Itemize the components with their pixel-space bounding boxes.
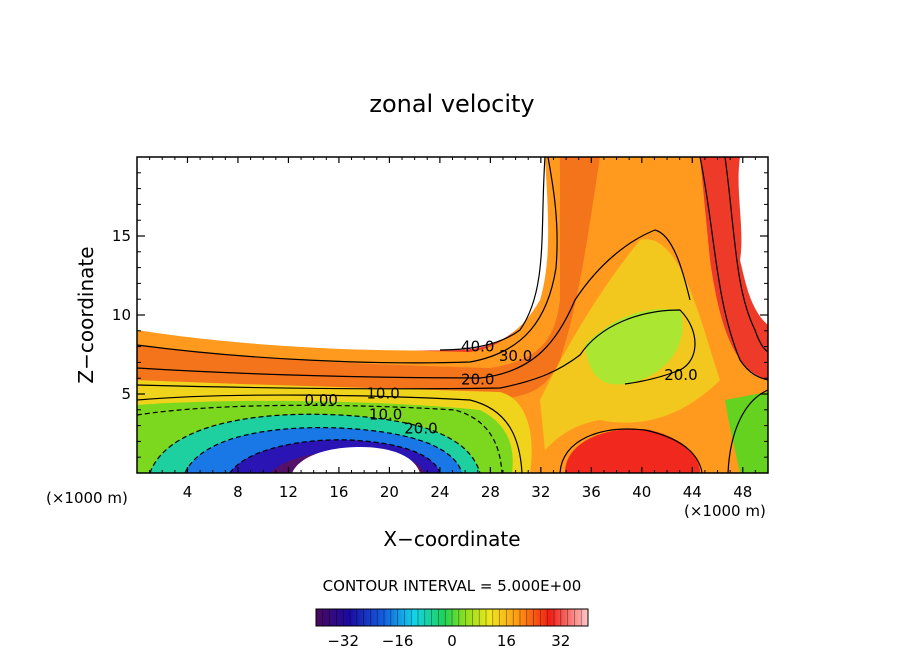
x-unit-left: (×1000 m)	[46, 489, 128, 507]
lower-red	[565, 429, 700, 473]
x-axis-title: X−coordinate	[383, 527, 520, 551]
blank-region-bottom	[292, 447, 420, 473]
x-tick-label: 12	[279, 483, 298, 501]
x-unit-right: (×1000 m)	[684, 502, 766, 520]
colorbar-tick-label: 32	[551, 632, 570, 650]
contour-line	[699, 157, 768, 381]
blank-region-upper-left	[137, 157, 549, 351]
contour-line	[724, 157, 768, 353]
contour-line	[137, 229, 691, 379]
contour-label: 40.0	[461, 337, 494, 355]
y-tick-label: 15	[112, 227, 131, 245]
x-axis-ticks: 4 8 12 16 20 24 28 32 36 40 44 48	[149, 157, 756, 501]
contour-line	[229, 439, 441, 473]
y-tick-label: 5	[121, 385, 131, 403]
colorbar-tick-label: 0	[447, 632, 457, 650]
band-orange	[137, 157, 600, 400]
contour-line	[137, 157, 558, 364]
contour-line	[149, 413, 481, 473]
colorbar-tick-label: 16	[497, 632, 516, 650]
x-tick-label: 24	[430, 483, 449, 501]
contour-line	[137, 404, 503, 473]
contour-label: 10.0	[366, 385, 399, 403]
chart-title: zonal velocity	[369, 90, 534, 118]
colorbar-tick-label: −16	[382, 632, 414, 650]
x-tick-label: 48	[733, 483, 752, 501]
contour-line	[184, 427, 463, 473]
contour-label: 20.0	[664, 366, 697, 384]
x-tick-label: 36	[582, 483, 601, 501]
y-axis-title: Z−coordinate	[74, 246, 98, 383]
x-tick-label: 40	[632, 483, 651, 501]
y-tick-label: 10	[112, 306, 131, 324]
contour-label: 20.0	[404, 420, 437, 438]
y-axis-ticks: 5 10 15	[112, 172, 768, 458]
colorbar-tick-label: −32	[327, 632, 359, 650]
x-tick-label: 16	[329, 483, 348, 501]
colorbar-ticks: −32 −16 0 16 32	[315, 609, 589, 650]
contour-line	[559, 428, 703, 473]
contour-label: 20.0	[461, 371, 494, 389]
contour-label: 10.0	[369, 405, 402, 423]
x-tick-label: 8	[233, 483, 243, 501]
contour-line	[439, 157, 546, 351]
x-tick-label: 32	[531, 483, 550, 501]
x-tick-label: 4	[183, 483, 193, 501]
x-tick-label: 28	[481, 483, 500, 501]
contour-label: 0.00	[305, 391, 338, 409]
blank-region-right	[738, 157, 768, 325]
x-tick-label: 44	[683, 483, 702, 501]
x-tick-label: 20	[380, 483, 399, 501]
velocity-field	[137, 157, 768, 473]
contour-interval-label: CONTOUR INTERVAL = 5.000E+00	[323, 577, 582, 595]
contour-line	[137, 309, 696, 390]
contour-line	[137, 394, 523, 473]
right-green	[725, 392, 768, 473]
contour-label: 30.0	[499, 347, 532, 365]
contour-lines	[137, 157, 768, 473]
